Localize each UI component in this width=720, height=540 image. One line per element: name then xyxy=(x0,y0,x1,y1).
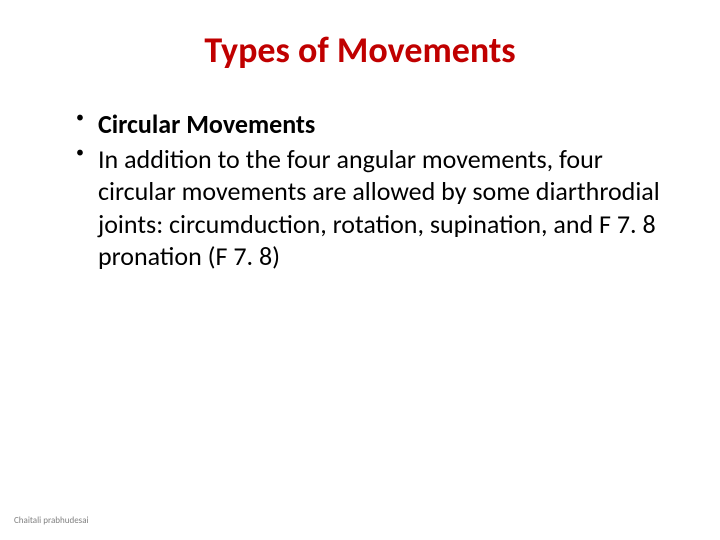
slide-container: Types of Movements Circular Movements In… xyxy=(0,0,720,540)
bullet-item: Circular Movements xyxy=(76,108,670,141)
footer-credit: Chaitali prabhudesai xyxy=(14,515,89,526)
slide-title: Types of Movements xyxy=(50,28,670,72)
bullet-list: Circular Movements In addition to the fo… xyxy=(50,108,670,273)
bullet-item: In addition to the four angular movement… xyxy=(76,143,670,273)
bullet-text: Circular Movements xyxy=(98,108,315,140)
bullet-text: In addition to the four angular movement… xyxy=(98,143,660,273)
